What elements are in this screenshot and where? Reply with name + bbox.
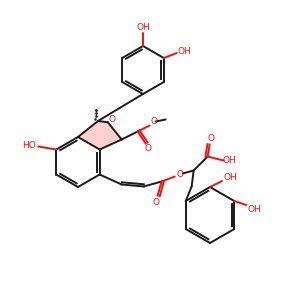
- Text: OH: OH: [223, 156, 236, 165]
- Text: OH: OH: [223, 172, 237, 182]
- Text: OH: OH: [178, 46, 192, 56]
- Text: O: O: [150, 117, 157, 126]
- Text: O: O: [176, 170, 183, 179]
- Text: O: O: [152, 198, 159, 207]
- Text: OH: OH: [136, 22, 150, 32]
- Text: O: O: [108, 115, 115, 124]
- Polygon shape: [78, 121, 122, 149]
- Text: OH: OH: [248, 205, 261, 214]
- Text: HO: HO: [22, 141, 36, 150]
- Text: O: O: [144, 144, 151, 153]
- Text: O: O: [207, 134, 214, 143]
